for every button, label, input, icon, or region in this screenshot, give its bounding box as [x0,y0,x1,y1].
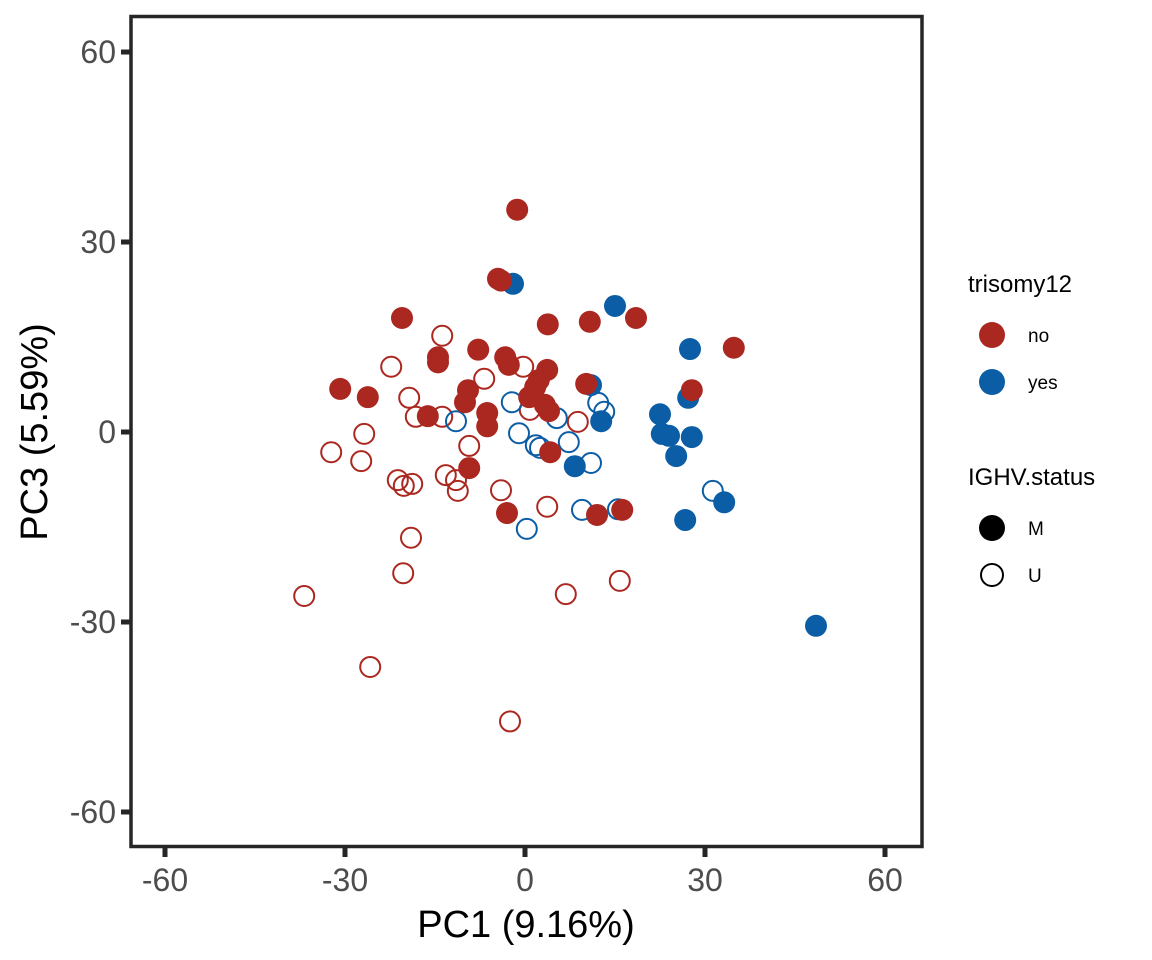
data-point [658,424,680,447]
data-point [679,338,701,361]
data-point [604,294,626,317]
data-point [508,422,530,445]
data-point [554,583,577,606]
data-point [392,562,415,585]
data-point [701,479,724,502]
legend-title: IGHV.status [968,464,1095,491]
data-point [713,491,736,514]
data-point [380,355,403,378]
legend-label-U: U [1028,566,1042,587]
data-point [356,386,379,409]
legend-trisomy12: trisomy12 no yes [968,271,1072,395]
data-point [400,526,422,549]
x-tick-label: 60 [867,862,903,898]
data-point [427,351,449,374]
x-tick-label: -30 [322,862,368,898]
data-point [566,410,589,433]
x-tick-label: 0 [516,862,534,898]
data-point [353,422,376,445]
data-point [563,455,586,478]
data-point [680,426,703,449]
data-point [665,445,688,468]
data-point [674,509,697,532]
y-axis: -60 -30 0 30 60 [70,34,131,830]
data-point [680,379,703,402]
data-point [557,431,580,454]
data-point [320,441,343,464]
legend-key-U [980,563,1004,587]
data-point [401,472,424,495]
legend-label-no: no [1028,326,1049,347]
x-tick-label: 30 [687,862,723,898]
data-point [575,372,598,395]
data-point [805,614,827,637]
data-point [611,498,634,521]
data-point [467,338,490,361]
data-point [722,336,745,359]
x-tick-label: -60 [142,862,188,898]
data-point [625,307,647,330]
data-point [590,410,613,433]
data-point [497,353,520,376]
data-point [350,450,373,473]
data-point [392,474,415,497]
data-point [445,410,467,433]
y-tick-label: 60 [80,34,116,70]
y-tick-label: -30 [70,604,116,640]
data-point [608,569,631,592]
data-point [539,441,562,464]
data-point [496,502,518,525]
data-point [515,517,538,540]
data-point [538,400,560,423]
data-point [536,495,559,518]
data-point [649,403,671,426]
data-point [391,307,413,330]
legend-label-yes: yes [1028,373,1058,394]
x-axis-title: PC1 (9.16%) [417,904,635,946]
y-tick-label: 30 [80,224,116,260]
data-point [506,198,529,221]
data-point [359,655,382,678]
y-tick-label: -60 [70,794,116,830]
data-point [578,310,601,333]
points-layer [293,198,827,733]
data-point [446,479,469,502]
y-axis-title: PC3 (5.59%) [14,323,56,541]
legend-title: trisomy12 [968,271,1072,298]
data-point [476,415,499,438]
data-point [499,710,521,733]
series-no-M [329,198,745,526]
legend-key-no [979,322,1005,348]
data-point [458,457,481,480]
legend-key-M [979,515,1005,541]
data-point [398,386,421,409]
y-tick-label: 0 [98,414,116,450]
x-axis: -60 -30 0 30 60 [142,847,903,898]
data-point [445,469,467,492]
data-point [536,313,559,336]
data-point [473,367,496,390]
legend-label-M: M [1028,519,1044,540]
data-point [586,503,608,526]
legend: trisomy12 no yes IGHV.status M U [968,271,1095,587]
data-point [454,391,476,414]
data-point [434,464,457,487]
data-point [458,434,481,457]
data-point [431,324,454,347]
legend-ighv-status: IGHV.status M U [968,464,1095,587]
data-point [293,585,316,608]
data-point [490,479,512,502]
legend-key-yes [979,369,1005,395]
data-point [386,469,409,492]
data-point [490,269,512,292]
data-point [329,377,352,400]
data-point [416,405,439,428]
